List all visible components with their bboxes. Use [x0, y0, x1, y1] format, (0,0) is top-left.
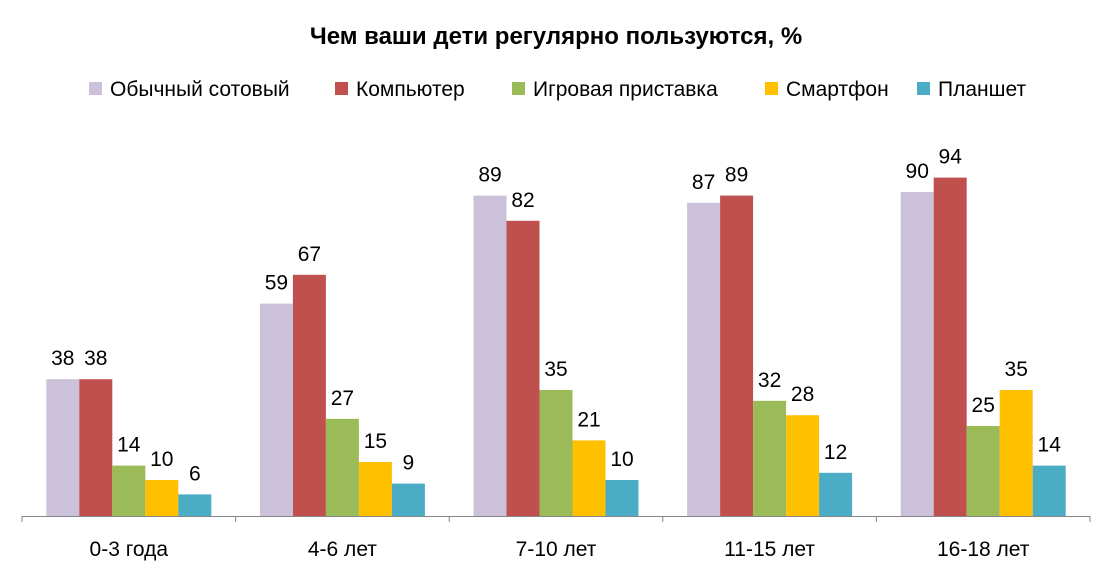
- bar-4-0: [900, 192, 934, 516]
- data-label-2-3: 21: [577, 408, 600, 431]
- data-label-3-3: 28: [791, 383, 814, 406]
- bar-0-0: [46, 379, 80, 516]
- chart-title: Чем ваши дети регулярно пользуются, %: [310, 23, 802, 50]
- bar-0-3: [145, 480, 179, 516]
- data-label-0-3: 10: [150, 448, 173, 471]
- bar-0-1: [79, 379, 113, 516]
- data-label-4-3: 35: [1005, 358, 1028, 381]
- bar-4-4: [1032, 465, 1066, 516]
- bar-2-2: [539, 390, 573, 516]
- data-label-0-1: 38: [84, 347, 107, 370]
- data-label-1-1: 67: [298, 243, 321, 266]
- data-label-0-2: 14: [117, 434, 141, 457]
- data-label-2-4: 10: [610, 448, 633, 471]
- data-label-3-2: 32: [758, 369, 781, 392]
- legend-label-0: Обычный сотовый: [110, 78, 290, 101]
- bar-1-3: [358, 462, 392, 516]
- bar-1-1: [292, 274, 326, 516]
- bar-1-4: [391, 483, 425, 516]
- data-label-2-0: 89: [478, 164, 501, 187]
- data-label-1-4: 9: [403, 452, 415, 475]
- legend-label-2: Игровая приставка: [533, 78, 718, 101]
- x-tick-label-0: 0-3 года: [90, 538, 169, 561]
- bar-3-3: [786, 415, 820, 516]
- data-label-3-4: 12: [824, 441, 847, 464]
- bar-3-2: [753, 400, 787, 516]
- data-label-1-0: 59: [265, 272, 288, 295]
- bar-2-3: [572, 440, 606, 516]
- data-label-4-0: 90: [906, 160, 929, 183]
- bar-0-4: [178, 494, 212, 516]
- bar-4-3: [999, 390, 1033, 516]
- legend-swatch-1: [335, 82, 348, 95]
- x-axis: 0-3 года 4-6 лет 7-10 лет 11-15 лет 16-18 ле…: [21, 516, 1091, 561]
- x-tick-label-1: 4-6 лет: [308, 538, 377, 561]
- data-label-0-4: 6: [189, 462, 201, 485]
- legend-label-1: Компьютер: [356, 78, 465, 101]
- bar-0-2: [112, 465, 146, 516]
- data-label-1-3: 15: [364, 430, 387, 453]
- data-label-3-0: 87: [692, 171, 715, 194]
- bar-4-1: [933, 177, 967, 516]
- bar-4-2: [966, 426, 1000, 516]
- bar-3-4: [819, 472, 853, 516]
- x-tick-label-4: 16-18 лет: [937, 538, 1030, 561]
- bar-3-0: [687, 202, 721, 517]
- data-label-1-2: 27: [331, 387, 354, 410]
- legend-swatch-4: [917, 82, 930, 95]
- legend-swatch-0: [89, 82, 102, 95]
- data-label-4-1: 94: [939, 146, 963, 169]
- data-label-4-4: 14: [1038, 434, 1062, 457]
- legend-swatch-3: [765, 82, 778, 95]
- legend-label-3: Смартфон: [786, 78, 889, 101]
- data-labels-group: 38 38 14 10 6 59 67 27 15 9 89 82 35 21 10 87 89 32 28 12 90…: [51, 146, 1061, 486]
- legend: Обычный сотовый Компьютер Игровая приставк…: [89, 78, 1026, 101]
- x-tick-label-3: 11-15 лет: [724, 538, 815, 561]
- data-label-4-2: 25: [972, 394, 995, 417]
- bar-2-4: [605, 480, 639, 516]
- bar-1-2: [325, 418, 359, 516]
- data-label-2-1: 82: [511, 189, 534, 212]
- data-label-0-0: 38: [51, 347, 74, 370]
- legend-label-4: Планшет: [938, 78, 1026, 101]
- bar-1-0: [259, 303, 293, 516]
- legend-swatch-2: [512, 82, 525, 95]
- data-label-2-2: 35: [544, 358, 567, 381]
- x-tick-label-2: 7-10 лет: [516, 538, 597, 561]
- bar-3-1: [720, 195, 754, 516]
- bar-2-0: [473, 195, 507, 516]
- bar-2-1: [506, 220, 540, 517]
- bars-group: [46, 177, 1066, 517]
- data-label-3-1: 89: [725, 164, 748, 187]
